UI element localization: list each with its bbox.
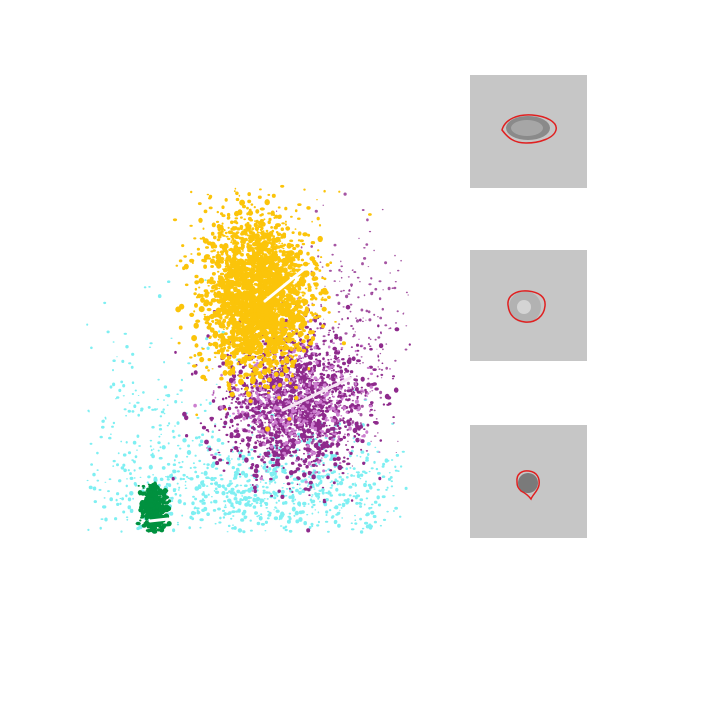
green-cluster-axis-line	[148, 517, 170, 523]
cell-contour	[516, 470, 540, 501]
cell-thumbnail-round	[470, 250, 587, 361]
cell-image-small	[470, 425, 587, 538]
cell-contour	[507, 290, 546, 323]
cell-thumbnail-small	[470, 425, 587, 538]
yellow-cluster-axis-line	[263, 268, 305, 303]
scatter-plot	[86, 184, 411, 534]
cell-thumbnail-elongated	[470, 75, 587, 188]
cell-image-round	[470, 250, 587, 361]
purple-cluster-axis-line	[281, 376, 352, 412]
purple-cluster-points	[171, 192, 411, 533]
yellow-cluster-points	[172, 184, 372, 432]
cell-image-elongated	[470, 75, 587, 188]
cell-contour	[501, 114, 557, 144]
green-cluster-points	[135, 481, 172, 534]
